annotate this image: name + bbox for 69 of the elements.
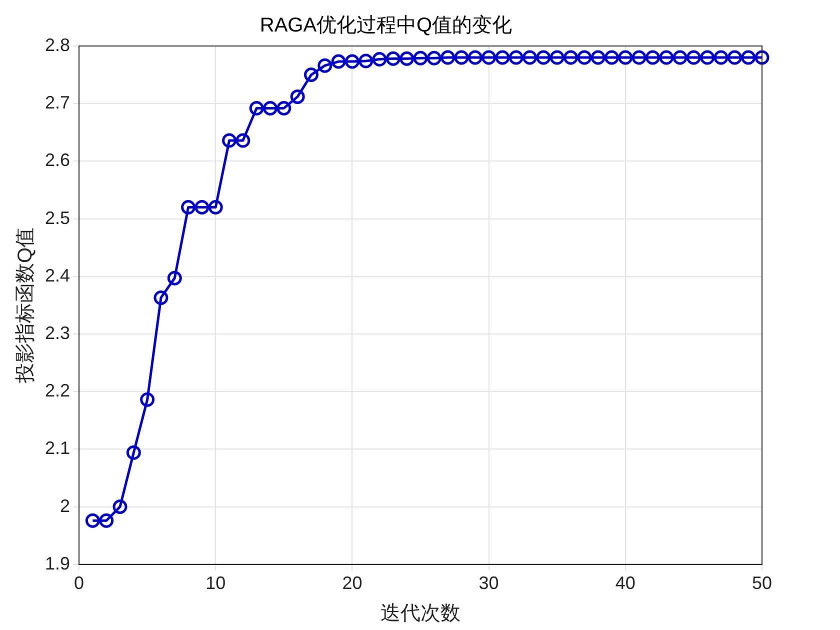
point [194,200,210,215]
point [618,50,633,65]
y-tick-label: 2 [60,496,70,516]
x-tick-label: 30 [478,573,499,594]
point [304,68,318,82]
point [99,513,114,528]
point [659,50,674,65]
point [167,270,182,286]
point [386,51,400,66]
x-tick-label: 40 [615,573,636,594]
point [564,50,578,65]
x-axis-title: 迭代次数 [380,602,461,625]
x-tick-label: 20 [342,573,362,594]
y-tick-label: 2.2 [44,380,70,401]
y-tick-label: 1.9 [44,553,70,574]
point [482,50,496,65]
point [222,133,237,148]
point [454,50,469,65]
x-tick-label: 10 [206,573,226,594]
point [154,290,168,305]
point [468,50,482,65]
point [727,50,742,65]
point [263,100,278,116]
chart-title: RAGA优化过程中Q值的变化 [260,14,512,37]
y-tick-label: 2.4 [44,265,70,286]
point [290,89,305,104]
point [208,200,223,215]
point [126,445,141,460]
y-tick-label: 2.5 [44,208,70,228]
y-tick-label: 2.7 [44,92,70,113]
y-tick-label: 2.3 [44,322,70,343]
point [440,50,456,65]
y-axis-title: 投影指标函数Q值 [14,227,37,384]
point [550,50,564,65]
point [508,50,524,65]
point [400,51,414,66]
point [686,50,701,65]
point [577,50,592,65]
point [318,58,332,73]
point [236,133,250,148]
point [536,50,551,65]
point [358,54,374,68]
point [331,54,346,69]
point [372,52,387,66]
point [344,54,360,69]
point [495,50,510,65]
point [426,50,442,66]
point [249,100,264,116]
point [276,100,292,116]
point [645,50,660,65]
point [181,200,196,215]
x-tick-label: 0 [74,573,84,594]
point [741,50,756,65]
point [754,50,770,65]
y-tick-label: 2.8 [44,34,70,55]
point [522,50,538,65]
point [413,50,428,66]
point [700,50,715,65]
point [604,50,619,65]
point [672,50,688,65]
point [632,50,646,65]
point [714,50,728,65]
point [590,50,606,65]
point [85,513,100,528]
point [140,392,155,407]
x-tick-label: 50 [752,573,772,594]
point [112,500,128,514]
y-tick-label: 2.6 [44,150,70,170]
y-tick-label: 2.1 [44,438,70,458]
